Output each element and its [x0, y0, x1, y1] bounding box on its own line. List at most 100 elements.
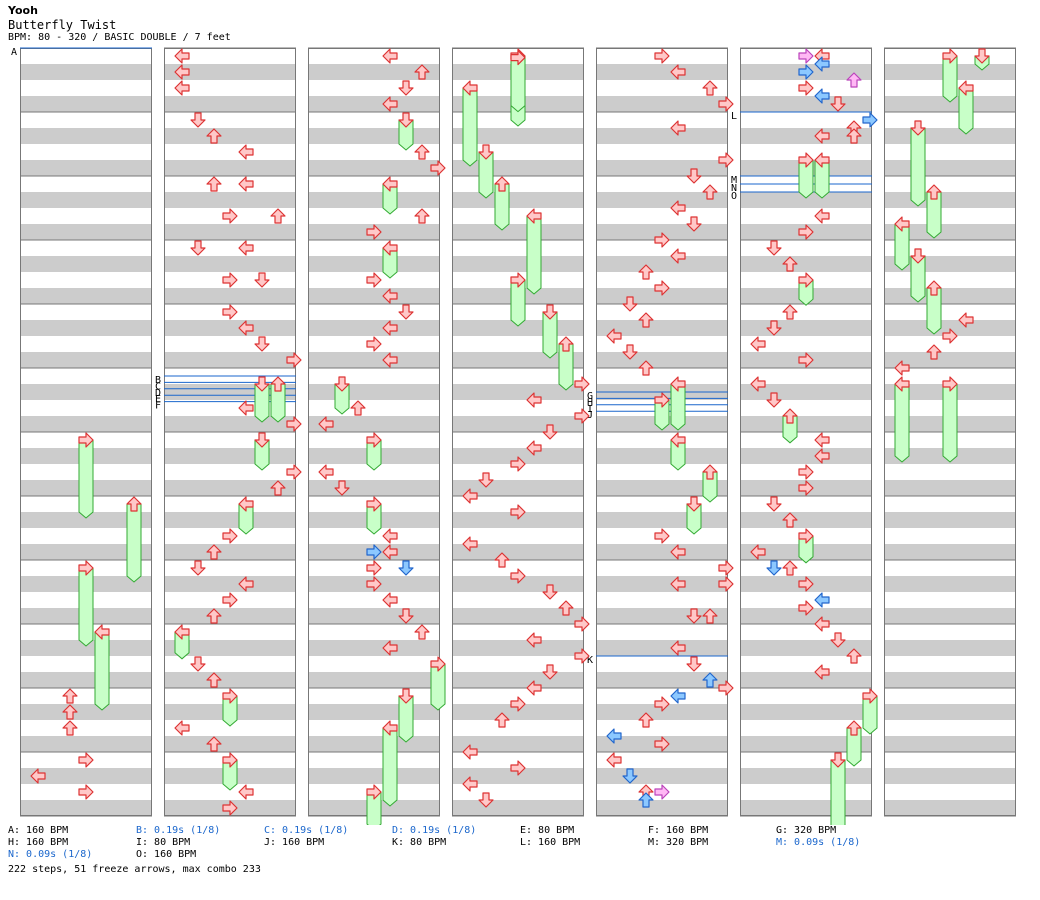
step-arrow [206, 608, 222, 624]
step-arrow [206, 672, 222, 688]
step-arrow [382, 544, 398, 560]
step-arrow [510, 568, 526, 584]
step-arrow [414, 624, 430, 640]
bpm-marker-label: K [587, 655, 593, 666]
step-arrow [526, 440, 542, 456]
step-arrow [686, 608, 702, 624]
step-arrow [382, 352, 398, 368]
step-arrow [702, 184, 718, 200]
step-arrow [798, 224, 814, 240]
step-arrow [942, 376, 958, 392]
step-arrow [238, 784, 254, 800]
legend-entry: N: 0.09s (1/8) [8, 849, 93, 860]
legend-entry: A: 160 BPM [8, 825, 69, 836]
step-arrow [222, 272, 238, 288]
step-arrow [478, 472, 494, 488]
step-arrow [222, 688, 238, 704]
step-arrow [270, 208, 286, 224]
step-arrow [238, 496, 254, 512]
step-arrow [462, 488, 478, 504]
step-arrow [398, 80, 414, 96]
legend-entry: C: 0.19s (1/8) [264, 825, 349, 836]
step-arrow [958, 312, 974, 328]
step-arrow [382, 288, 398, 304]
step-arrow [814, 616, 830, 632]
bpm-marker-label: G [587, 391, 593, 402]
step-arrow [366, 272, 382, 288]
step-arrow [670, 200, 686, 216]
step-arrow [366, 560, 382, 576]
step-arrow [958, 80, 974, 96]
step-arrow [798, 352, 814, 368]
step-arrow [782, 560, 798, 576]
step-arrow [478, 792, 494, 808]
step-arrow [366, 784, 382, 800]
step-arrow [238, 144, 254, 160]
step-arrow [238, 176, 254, 192]
step-arrow [494, 176, 510, 192]
step-arrow [814, 432, 830, 448]
bpm-marker-label: N [731, 183, 737, 194]
step-arrow [270, 376, 286, 392]
freeze-arrow [78, 439, 94, 519]
step-arrow [654, 48, 670, 64]
freeze-arrow [382, 727, 398, 807]
freeze-arrow [894, 383, 910, 463]
step-arrow [766, 320, 782, 336]
step-arrow [782, 304, 798, 320]
step-arrow [382, 720, 398, 736]
step-arrow [558, 600, 574, 616]
legend-entry: M: 0.09s (1/8) [776, 837, 861, 848]
step-arrow [766, 392, 782, 408]
bpm-marker-label: B [155, 375, 161, 386]
step-arrow [798, 600, 814, 616]
step-arrow [382, 528, 398, 544]
step-arrow [382, 96, 398, 112]
freeze-arrow [126, 503, 142, 583]
step-arrow [366, 432, 382, 448]
step-arrow [654, 392, 670, 408]
step-arrow [622, 768, 638, 784]
bpm-marker-label: A [11, 47, 17, 58]
step-arrow [574, 648, 590, 664]
step-arrow [510, 456, 526, 472]
step-arrow [238, 320, 254, 336]
step-arrow [222, 528, 238, 544]
freeze-arrow [830, 759, 846, 825]
step-arrow [462, 744, 478, 760]
bpm-marker-label: L [731, 111, 737, 122]
step-arrow [782, 512, 798, 528]
step-arrow [718, 152, 734, 168]
step-arrow [206, 736, 222, 752]
step-arrow [558, 336, 574, 352]
step-arrow [510, 696, 526, 712]
step-arrow [398, 112, 414, 128]
step-arrow [718, 680, 734, 696]
step-arrow [62, 720, 78, 736]
step-arrow [606, 752, 622, 768]
step-arrow [334, 376, 350, 392]
step-arrow [254, 432, 270, 448]
freeze-arrow [910, 127, 926, 207]
legend-entry: O: 160 BPM [136, 849, 197, 860]
freeze-arrow [94, 631, 110, 711]
step-arrow [238, 576, 254, 592]
step-arrow [366, 576, 382, 592]
step-arrow [574, 616, 590, 632]
freeze-arrow [526, 215, 542, 295]
step-arrow [382, 176, 398, 192]
step-arrow [510, 504, 526, 520]
step-arrow [702, 464, 718, 480]
step-arrow [494, 712, 510, 728]
step-arrow [174, 48, 190, 64]
step-arrow [334, 480, 350, 496]
step-arrow [910, 248, 926, 264]
step-arrow [430, 160, 446, 176]
step-arrow [974, 48, 990, 64]
step-arrow [398, 560, 414, 576]
step-arrow [814, 88, 830, 104]
step-arrow [190, 560, 206, 576]
step-arrow [670, 432, 686, 448]
step-arrow [398, 608, 414, 624]
